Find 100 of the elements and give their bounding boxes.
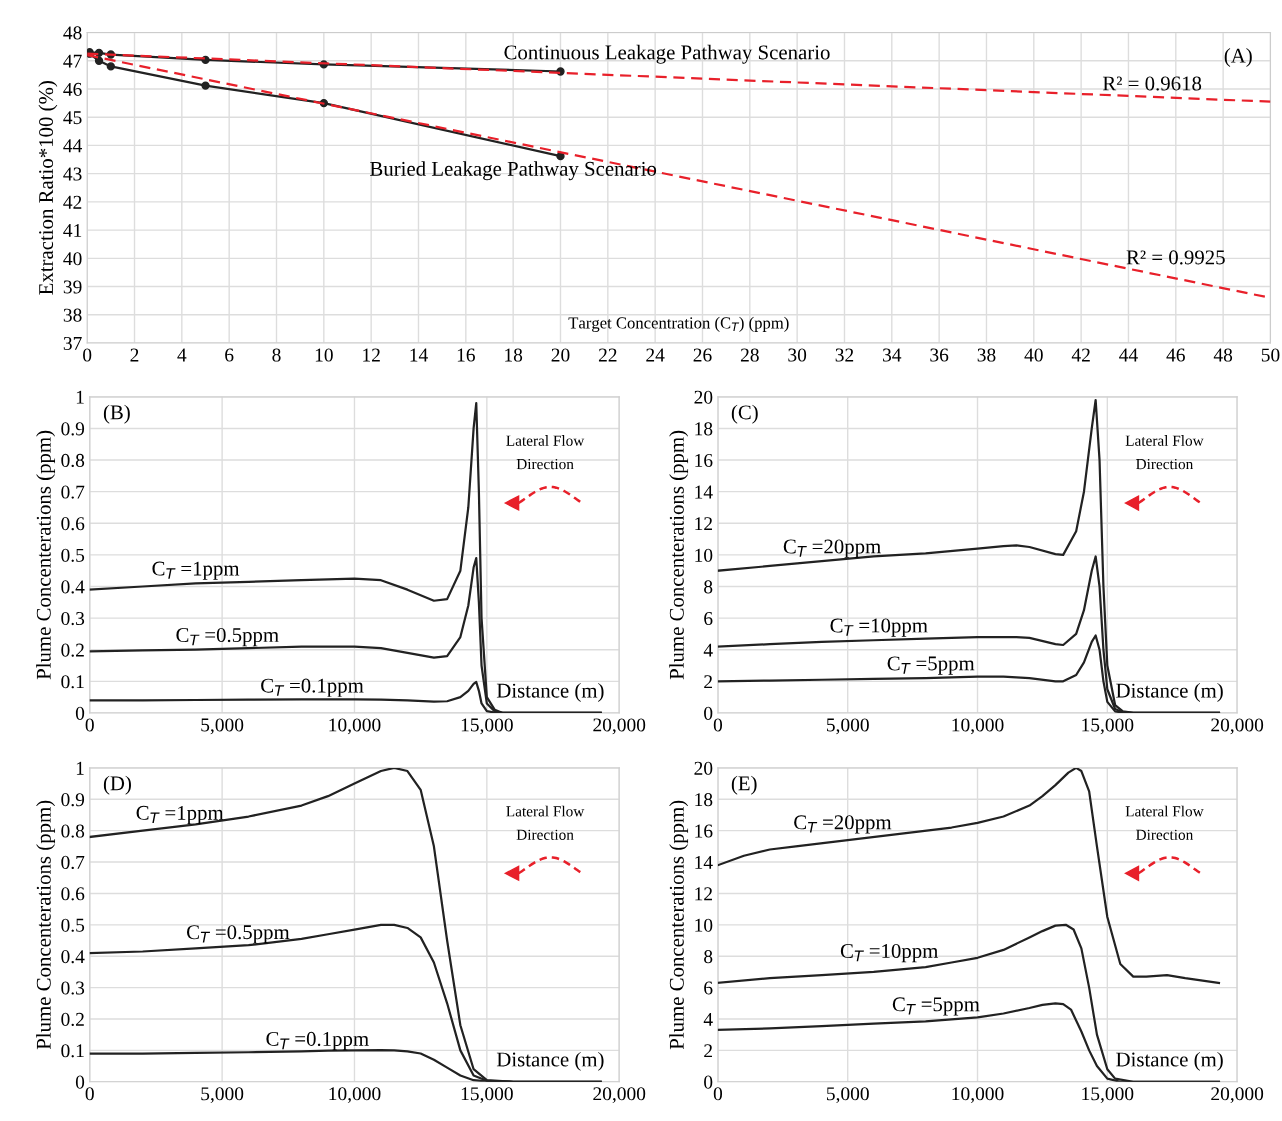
y-tick-label: 1: [76, 761, 84, 775]
y-tick-label: 0.6: [61, 517, 85, 531]
y-tick-label: 4: [703, 643, 713, 657]
y-tick-label: 16: [695, 824, 713, 838]
series-label: C$_{T}$ =0.1ppm: [266, 1031, 369, 1051]
y-tick-label: 8: [704, 580, 713, 594]
y-tick-label: 0.7: [61, 855, 85, 870]
x-axis-title: Target Concentration (C$_{T}$) (ppm): [568, 316, 789, 332]
y-tick-label: 8: [704, 950, 713, 964]
x-axis-title: Distance (m): [496, 1051, 604, 1071]
x-axis-title: Distance (m): [1116, 1051, 1223, 1071]
x-tick-label: 15,000: [1082, 1087, 1134, 1104]
series-label: C$_{T}$ =20ppm: [783, 539, 881, 558]
y-tick-label: 20: [694, 390, 713, 404]
x-tick-label: 0: [713, 718, 723, 732]
y-tick-label: 0.5: [61, 548, 85, 562]
x-tick-label: 15,000: [461, 718, 513, 735]
y-tick-label: 14: [695, 485, 713, 499]
x-tick-label: 5,000: [826, 718, 869, 735]
series-label: C$_{T}$ =1ppm: [136, 805, 224, 825]
y-tick-label: 0: [75, 1075, 85, 1089]
y-tick-label: 16: [695, 453, 713, 467]
y-tick-label: 39: [63, 280, 82, 294]
series-label: C$_{T}$ =10ppm: [840, 943, 939, 963]
series-label: C$_{T}$ =20ppm: [794, 815, 892, 834]
x-tick-label: 20,000: [593, 1087, 646, 1104]
x-tick-label: 24: [646, 348, 665, 362]
y-tick-label: 0.6: [61, 887, 85, 901]
y-axis-title: Plume Concenterations (ppm): [669, 800, 689, 1050]
y-tick-label: 0.4: [61, 950, 85, 964]
x-tick-label: 14: [410, 348, 428, 362]
y-tick-label: 48: [63, 26, 82, 40]
y-tick-label: 0.9: [61, 793, 85, 807]
y-tick-label: 0: [75, 706, 85, 720]
x-tick-label: 44: [1119, 348, 1138, 362]
x-tick-label: 34: [883, 348, 902, 362]
y-axis-title: Extraction Ratio*100 (%): [38, 81, 58, 295]
y-tick-label: 1: [76, 390, 84, 404]
x-tick-label: 36: [930, 348, 949, 362]
annotation: Lateral Flow Direction: [1125, 805, 1204, 840]
x-tick-label: 50: [1261, 348, 1280, 362]
x-tick-label: 12: [363, 348, 380, 362]
x-tick-label: 5,000: [201, 1087, 244, 1104]
x-tick-label: 15,000: [461, 1087, 513, 1104]
y-tick-label: 18: [695, 422, 713, 436]
x-tick-label: 40: [1024, 348, 1043, 362]
y-tick-label: 0.2: [61, 1012, 84, 1027]
x-tick-label: 10,000: [329, 718, 381, 735]
annotation: Lateral Flow Direction: [506, 435, 585, 470]
y-tick-label: 0.2: [61, 643, 84, 657]
y-tick-label: 0.1: [61, 675, 84, 689]
x-tick-label: 38: [977, 348, 996, 362]
x-tick-label: 8: [272, 348, 281, 362]
x-tick-label: 16: [457, 348, 475, 362]
y-tick-label: 0: [704, 706, 713, 720]
y-tick-label: 14: [695, 855, 713, 869]
x-tick-label: 22: [598, 348, 617, 362]
y-tick-label: 6: [704, 611, 713, 626]
x-tick-label: 20,000: [1211, 718, 1264, 735]
y-tick-label: 41: [63, 224, 82, 237]
y-tick-label: 37: [63, 336, 82, 350]
y-tick-label: 47: [63, 54, 82, 68]
series-label: Continuous Leakage Pathway Scenario: [504, 44, 830, 64]
x-tick-label: 20,000: [593, 718, 646, 735]
x-tick-label: 0: [85, 718, 94, 732]
x-tick-label: 46: [1166, 348, 1185, 362]
y-tick-label: 0.7: [61, 485, 85, 499]
x-tick-label: 10,000: [329, 1087, 381, 1104]
y-tick-label: 0.3: [61, 981, 85, 995]
y-tick-label: 40: [63, 252, 82, 266]
x-tick-label: 28: [740, 348, 759, 362]
y-tick-label: 18: [695, 793, 713, 807]
annotation: Lateral Flow Direction: [506, 805, 585, 840]
chart-title: (E): [731, 775, 757, 795]
x-tick-label: 5,000: [201, 718, 244, 735]
y-tick-label: 10: [695, 548, 713, 562]
x-axis-title: Distance (m): [496, 683, 604, 702]
x-tick-label: 10,000: [952, 1087, 1004, 1104]
y-tick-label: 0.8: [61, 824, 85, 838]
y-axis-title: Plume Concenterations (ppm): [36, 800, 56, 1050]
series-label: R² = 0.9618: [1102, 76, 1202, 91]
y-tick-label: 10: [695, 918, 713, 932]
x-tick-label: 48: [1213, 348, 1233, 362]
y-tick-label: 46: [63, 82, 82, 96]
y-axis-title: Plume Concenterations (ppm): [669, 430, 689, 680]
y-tick-label: 6: [704, 981, 713, 995]
series-label: R² = 0.9925: [1126, 250, 1225, 265]
y-axis-title: Plume Concenterations (ppm): [36, 430, 56, 680]
y-tick-label: 45: [63, 111, 82, 125]
x-tick-label: 15,000: [1082, 718, 1134, 735]
x-tick-label: 10: [315, 348, 333, 362]
y-tick-label: 0.4: [61, 580, 85, 594]
series-label: C$_{T}$ =0.1ppm: [261, 678, 364, 697]
y-tick-label: 12: [695, 887, 712, 901]
y-tick-label: 0.5: [61, 918, 85, 932]
y-tick-label: 2: [704, 1044, 712, 1058]
x-tick-label: 20,000: [1211, 1087, 1264, 1104]
y-tick-label: 2: [704, 675, 712, 689]
x-tick-label: 10,000: [952, 718, 1004, 735]
y-tick-label: 43: [63, 167, 82, 181]
